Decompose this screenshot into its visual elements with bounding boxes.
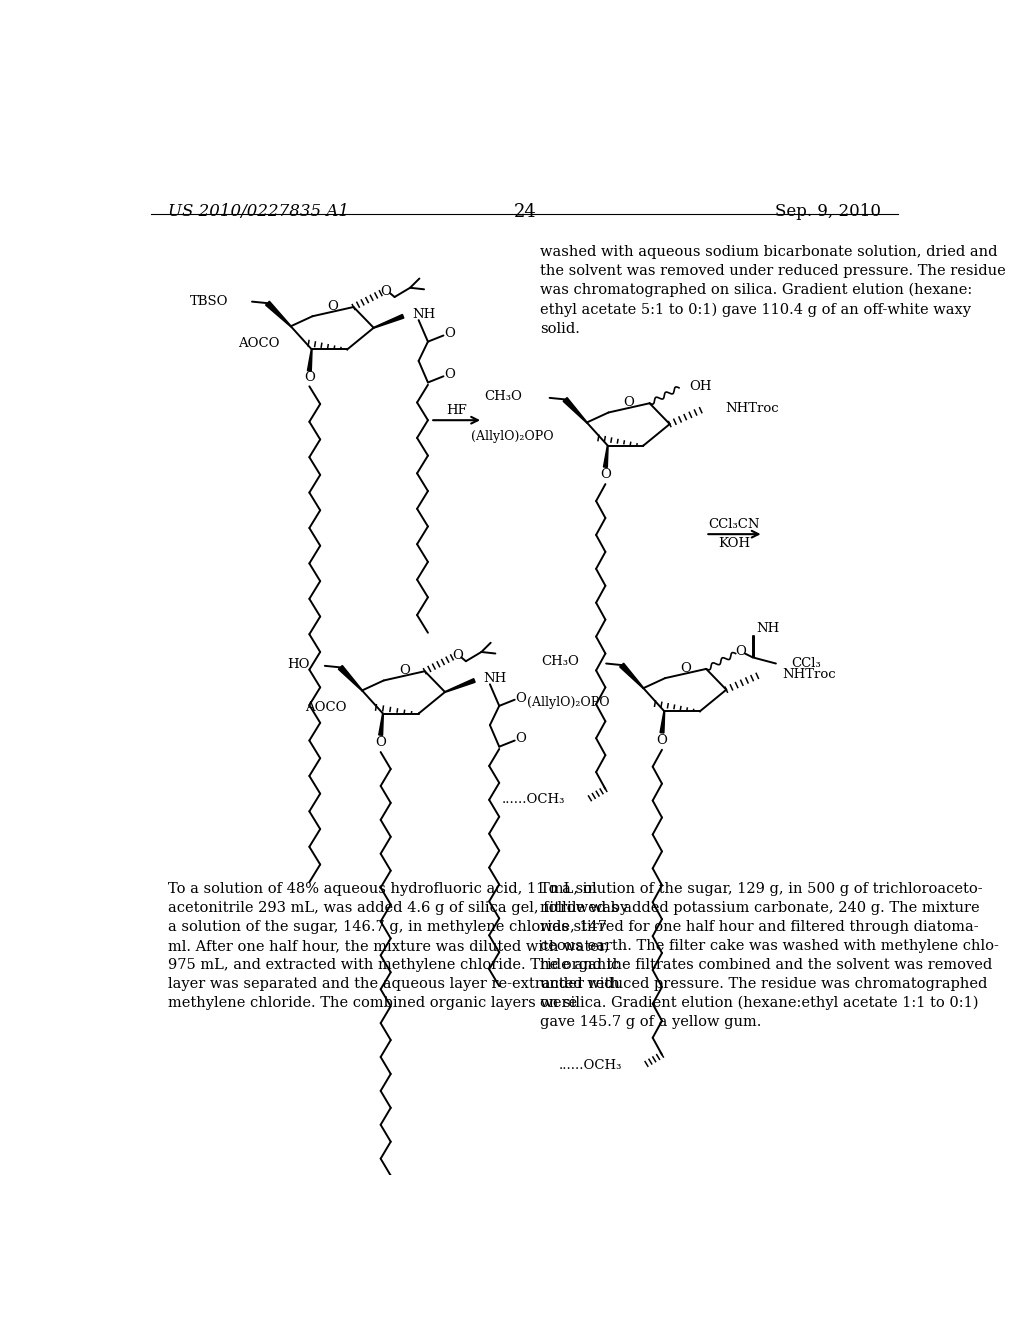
Polygon shape [603, 446, 608, 467]
Text: HF: HF [446, 404, 467, 417]
Text: NH: NH [413, 308, 435, 321]
Text: Sep. 9, 2010: Sep. 9, 2010 [775, 203, 882, 220]
Text: CH₃O: CH₃O [541, 656, 579, 668]
Text: 24: 24 [513, 203, 537, 220]
Text: NHTroc: NHTroc [726, 403, 779, 416]
Text: O: O [375, 737, 386, 750]
Text: NHTroc: NHTroc [782, 668, 836, 681]
Polygon shape [307, 350, 312, 371]
Text: O: O [452, 649, 463, 663]
Text: washed with aqueous sodium bicarbonate solution, dried and
the solvent was remov: washed with aqueous sodium bicarbonate s… [541, 244, 1006, 335]
Text: To a solution of the sugar, 129 g, in 500 g of trichloroaceto-
nitrile was added: To a solution of the sugar, 129 g, in 50… [541, 882, 999, 1030]
Polygon shape [379, 714, 383, 735]
Text: CCl₃CN: CCl₃CN [709, 517, 760, 531]
Text: US 2010/0227835 A1: US 2010/0227835 A1 [168, 203, 349, 220]
Text: O: O [624, 396, 635, 409]
Text: OH: OH [689, 380, 712, 393]
Polygon shape [265, 301, 291, 326]
Text: AOCO: AOCO [238, 337, 280, 350]
Polygon shape [620, 663, 644, 689]
Text: O: O [328, 300, 338, 313]
Text: KOH: KOH [719, 537, 751, 550]
Text: CH₃O: CH₃O [484, 389, 522, 403]
Text: NH: NH [757, 622, 779, 635]
Text: O: O [656, 734, 668, 747]
Text: O: O [304, 371, 314, 384]
Text: O: O [515, 692, 526, 705]
Text: TBSO: TBSO [190, 296, 228, 308]
Text: O: O [680, 661, 691, 675]
Text: (AllylO)₂OPO: (AllylO)₂OPO [471, 430, 554, 444]
Text: O: O [515, 733, 526, 746]
Text: O: O [399, 664, 410, 677]
Text: AOCO: AOCO [305, 701, 346, 714]
Text: O: O [735, 645, 746, 659]
Text: To a solution of 48% aqueous hydrofluoric acid, 11 mL, in
acetonitrile 293 mL, w: To a solution of 48% aqueous hydrofluori… [168, 882, 629, 1010]
Text: NH: NH [483, 672, 507, 685]
Text: O: O [444, 327, 455, 341]
Text: ......OCH₃: ......OCH₃ [502, 793, 565, 807]
Polygon shape [338, 665, 362, 690]
Text: (AllylO)₂OPO: (AllylO)₂OPO [527, 696, 610, 709]
Polygon shape [660, 711, 665, 733]
Text: CCl₃: CCl₃ [792, 657, 821, 671]
Text: HO: HO [287, 657, 309, 671]
Polygon shape [374, 314, 403, 329]
Text: O: O [444, 368, 455, 381]
Polygon shape [563, 397, 587, 422]
Text: O: O [381, 285, 391, 298]
Text: O: O [600, 469, 611, 482]
Text: ......OCH₃: ......OCH₃ [558, 1059, 622, 1072]
Polygon shape [444, 678, 475, 693]
